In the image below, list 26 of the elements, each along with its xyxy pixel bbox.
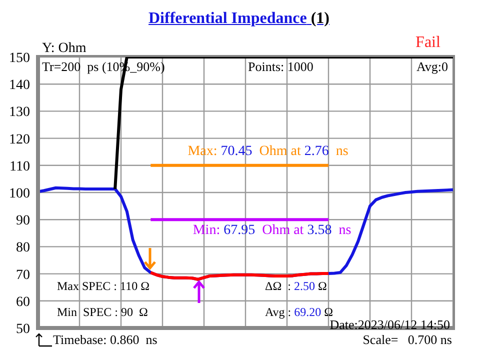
annotation: Avg:0 [416, 59, 448, 74]
y-tick-label: 130 [9, 105, 30, 120]
annotation: Avg : 69.20 Ω [265, 305, 334, 319]
text: Scale= 0.700 ns [362, 332, 452, 347]
y-tick-label: 120 [9, 132, 30, 148]
y-tick-label: 150 [9, 50, 30, 66]
y-tick-label: 70 [16, 268, 30, 283]
annotation: Date:2023/06/12 14:50 [330, 317, 450, 332]
annotation: Points: 1000 [248, 59, 314, 74]
chart-title: Differential Impedance (1) [148, 10, 330, 28]
y-tick-label: 140 [9, 78, 30, 94]
annotation: ΔΩ : 2.50 Ω [265, 279, 327, 293]
annotation: Max: 70.45 Ohm at 2.76 ns [188, 144, 348, 159]
y-tick-label: 110 [10, 159, 30, 174]
y-tick-label: 80 [16, 240, 30, 256]
text: Timebase: 0.860 ns [53, 332, 158, 347]
y-tick-label: 90 [16, 214, 30, 229]
y-axis-title: Y: Ohm [42, 41, 86, 57]
annotation: Max SPEC : 110 Ω [57, 279, 150, 293]
line-series [149, 271, 330, 281]
y-tick-label: 50 [16, 322, 30, 337]
annotation: Min SPEC : 90 Ω [57, 305, 148, 319]
text: Fail [416, 34, 440, 51]
y-tick-label: 100 [9, 186, 30, 202]
annotation: Min: 67.95 Ohm at 3.58 ns [192, 223, 352, 238]
y-tick-label: 60 [16, 294, 30, 310]
